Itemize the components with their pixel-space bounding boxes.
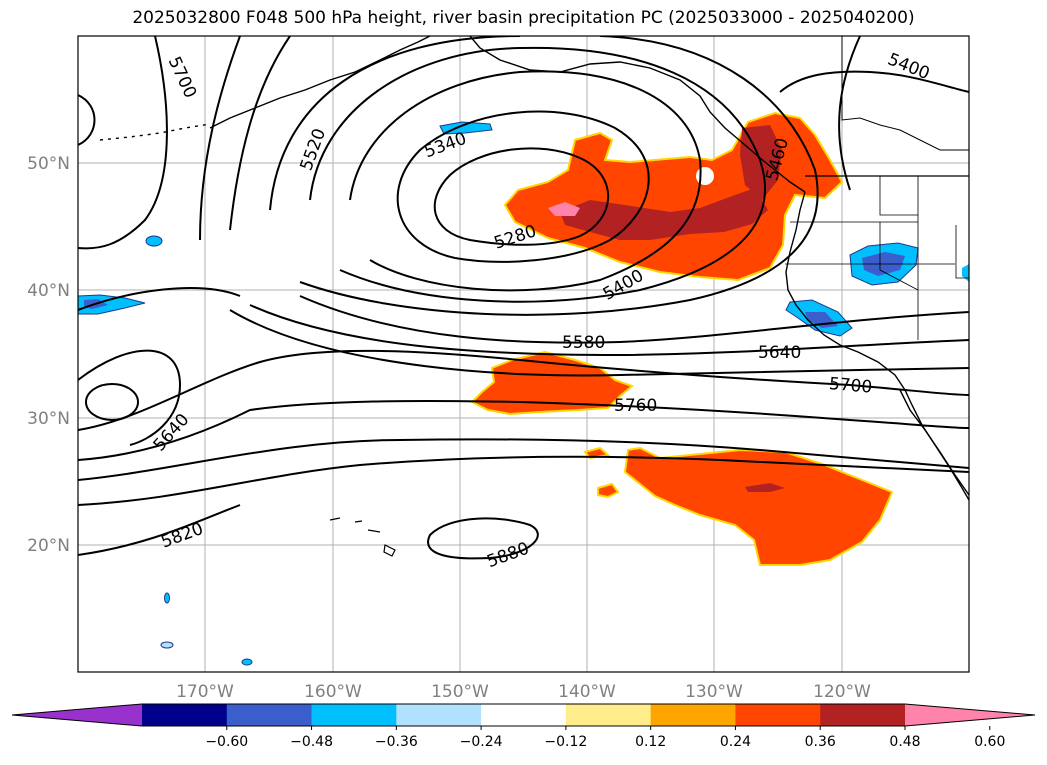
lon-label-140w: 140°W: [558, 682, 616, 702]
contour-label: 5580: [562, 333, 605, 353]
colorbar-swatch: [735, 704, 821, 726]
colorbar-tick-label: 0.36: [805, 734, 836, 750]
colorbar-tick-label: −0.12: [544, 734, 587, 750]
contour-label: 5400: [885, 49, 933, 84]
colorbar-tick-label: −0.60: [205, 734, 248, 750]
contour-5520: [269, 36, 819, 316]
precip-hawaii-core: [745, 483, 785, 492]
colorbar-swatch: [650, 704, 736, 726]
lon-label-130w: 130°W: [685, 682, 743, 702]
map-frame: [77, 35, 970, 673]
contour-label: 5400: [600, 266, 647, 305]
contour-5700-closed: [85, 383, 139, 421]
contour-label: 5700: [164, 54, 200, 102]
precip-north-hole: [696, 167, 714, 185]
colorbar-extend-max: [905, 704, 1035, 726]
contour-5640-sw: [78, 349, 969, 461]
colorbar-swatch: [396, 704, 482, 726]
contour-5460: [309, 46, 766, 303]
lon-label-120w: 120°W: [813, 682, 871, 702]
height-contours: [78, 36, 969, 560]
precip-north-peak: [548, 202, 580, 216]
colorbar-swatch: [142, 704, 228, 726]
lat-label-20: 20°N: [27, 536, 70, 556]
colorbar-swatch: [820, 704, 906, 726]
hawaii-islands: [329, 517, 396, 557]
alaska-gulf-coast: [469, 36, 806, 193]
colorbar: −0.60 −0.48 −0.36 −0.24 −0.12 0.12 0.24 0.36 0.4…: [11, 703, 1036, 750]
contour-5340: [396, 110, 650, 263]
baja-coast: [899, 389, 969, 496]
precip-neg-spot-2: [164, 592, 170, 604]
lon-label-160w: 160°W: [304, 682, 362, 702]
precip-hawaii-region: [623, 446, 894, 566]
contour-label: 5760: [614, 396, 657, 416]
alaska-coast: [209, 36, 431, 129]
colorbar-tick-label: 0.60: [974, 734, 1005, 750]
contour-label: 5280: [492, 221, 539, 253]
colorbar-swatch: [226, 704, 313, 726]
state-borders: [785, 176, 969, 340]
precip-neg-spot-3: [160, 641, 174, 649]
lon-label-150w: 150°W: [431, 682, 489, 702]
latitude-labels: 20°N 30°N 40°N 50°N: [27, 154, 70, 556]
precip-neg-east-edge: [962, 264, 969, 282]
longitude-labels: 170°W 160°W 150°W 140°W 130°W 120°W: [176, 682, 871, 702]
contour-5640: [199, 36, 969, 357]
aleutian-islands: [99, 123, 211, 141]
colorbar-swatch: [481, 704, 567, 726]
precip-neg-spot-4: [241, 658, 253, 666]
contour-5400: [349, 70, 702, 292]
contour-5880-west: [78, 504, 241, 556]
contour-label: 5880: [484, 539, 531, 573]
contour-label: 5640: [758, 343, 801, 363]
contour-5580: [229, 36, 969, 344]
colorbar-swatch: [565, 704, 652, 726]
contour-label: 5820: [158, 519, 205, 553]
contour-5820-b: [78, 455, 969, 506]
colorbar-extend-min: [12, 704, 142, 726]
colorbar-tick-label: 0.48: [889, 734, 920, 750]
contour-5280: [433, 147, 610, 246]
lat-label-40: 40°N: [27, 281, 70, 301]
precip-north-core: [560, 188, 768, 240]
contour-5760: [78, 287, 969, 431]
precip-small-blob: [597, 482, 620, 499]
colorbar-outline: [11, 703, 1036, 727]
contour-5700-nw: [78, 94, 96, 146]
colorbar-tick-label: 0.12: [635, 734, 666, 750]
lon-label-170w: 170°W: [176, 682, 234, 702]
colorbar-tick-label: −0.24: [460, 734, 503, 750]
map-title: 2025032800 F048 500 hPa height, river ba…: [132, 8, 915, 28]
precip-neg-spot-1: [145, 235, 163, 247]
contour-label: 5700: [828, 374, 873, 398]
colorbar-tick-label: 0.24: [720, 734, 751, 750]
colorbar-tick-label: −0.48: [290, 734, 333, 750]
contour-5400-ne: [779, 70, 969, 93]
colorbar-tick-label: −0.36: [375, 734, 418, 750]
colorbar-swatch: [311, 704, 397, 726]
lat-label-30: 30°N: [27, 409, 70, 429]
contour-5820: [78, 438, 969, 481]
canada-border: [841, 36, 969, 151]
contour-5880: [427, 517, 539, 560]
lat-label-50: 50°N: [27, 154, 70, 174]
